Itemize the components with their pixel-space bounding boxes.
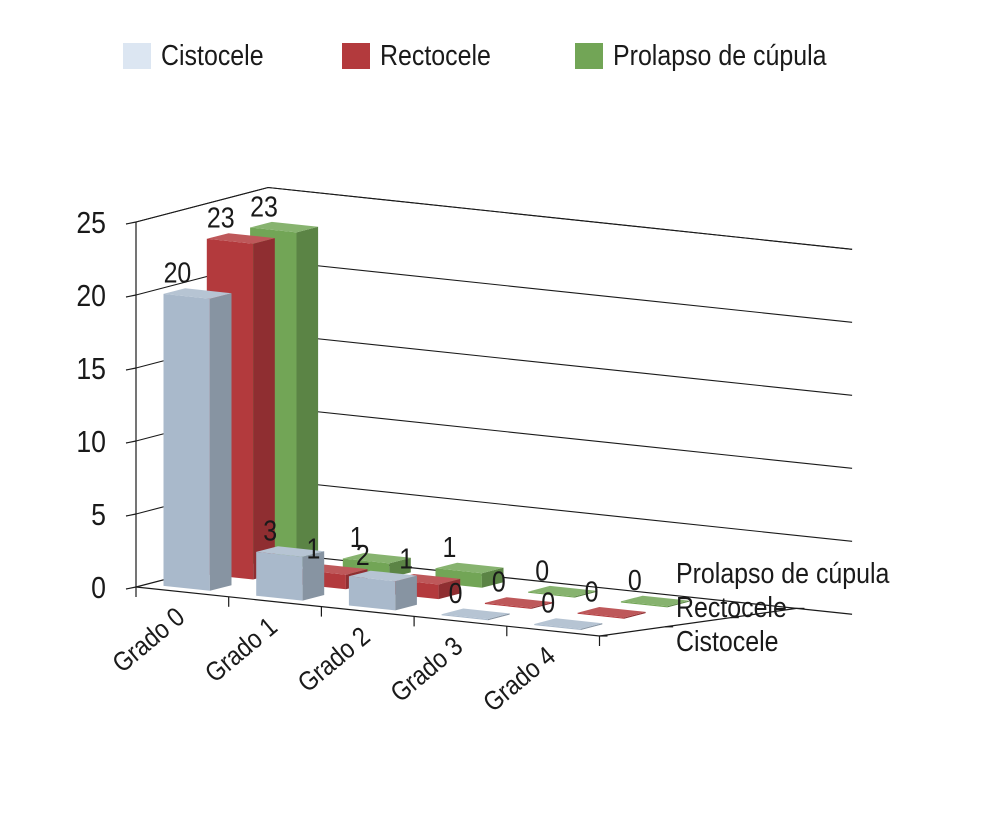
bar-side-face (389, 557, 411, 578)
value-tick-15 (125, 367, 137, 371)
data-label-s2-c1: 1 (350, 522, 364, 554)
bar-top-face (163, 288, 232, 299)
series-axis (599, 607, 797, 637)
bar-side-face (580, 623, 603, 630)
category-label-2: Grado 2 (292, 621, 376, 698)
bar-side-face (302, 551, 325, 601)
bar-side-face (667, 600, 689, 608)
legend-swatch-rectocele (342, 43, 370, 69)
bar-front-face (528, 591, 575, 598)
bar-side-face (481, 567, 504, 588)
bar-rectocele-4 (577, 607, 646, 619)
legend-label-prolapso: Prolapso de cúpula (613, 39, 827, 72)
data-label-s0-c2: 2 (356, 539, 370, 571)
legend-label-cistocele: Cistocele (161, 39, 264, 72)
bar-rectocele-3 (484, 597, 553, 609)
value-tick-label-15: 15 (76, 352, 106, 386)
series-axis-label-0: Prolapso de cúpula (676, 557, 890, 589)
bar-top-face (534, 618, 603, 629)
bar-top-face (342, 552, 411, 564)
data-label-s1-c4: 0 (585, 576, 599, 608)
category-label-1: Grado 1 (200, 612, 284, 689)
value-tick-5 (125, 513, 137, 517)
data-label-s0-c4: 0 (541, 587, 555, 619)
bar-top-face (484, 597, 553, 608)
bar-side-face (531, 602, 553, 609)
data-label-s1-c1: 1 (307, 533, 321, 565)
value-tick-label-10: 10 (76, 425, 106, 459)
bar-top-face (435, 562, 504, 574)
bar-cistocele-0 (163, 288, 232, 591)
data-label-s2-c4: 0 (628, 564, 642, 596)
bar-cistocele-2 (348, 570, 417, 611)
bar-cistocele-3 (441, 608, 510, 621)
value-tick-label-20: 20 (76, 279, 106, 313)
legend-item-prolapso: Prolapso de cúpula (575, 34, 861, 78)
bar-cistocele-1 (256, 546, 325, 601)
series-axis-label-2: Cistocele (676, 625, 779, 657)
bar-front-face (256, 551, 303, 601)
bar-front-face (577, 612, 624, 619)
bar-side-face (253, 238, 275, 580)
legend: Cistocele Rectocele Prolapso de cúpula (0, 34, 983, 78)
bar-front-face (534, 624, 581, 630)
bar-top-face (348, 570, 417, 582)
bar-front-face (441, 614, 488, 621)
legend-label-rectocele: Rectocele (380, 39, 491, 72)
legend-swatch-prolapso (575, 43, 603, 69)
bar-front-face (484, 602, 532, 609)
data-label-s1-c0: 23 (207, 202, 235, 234)
bar-side-face (296, 226, 319, 569)
value-tick-label-0: 0 (91, 571, 106, 605)
legend-item-cistocele: Cistocele (123, 34, 280, 78)
data-label-s1-c2: 1 (399, 543, 413, 575)
value-tick-label-25: 25 (76, 206, 106, 240)
bar-top-face (441, 608, 510, 620)
value-tick-25 (125, 221, 137, 225)
value-tick-0 (125, 586, 137, 590)
bar-cistocele-4 (534, 618, 603, 630)
category-label-3: Grado 3 (385, 631, 469, 708)
legend-swatch-cistocele (123, 43, 151, 69)
category-label-0: Grado 0 (107, 602, 191, 679)
bar-top-face (620, 595, 689, 607)
bar-side-face (438, 578, 461, 600)
bars (163, 221, 689, 630)
data-label-s0-c1: 3 (263, 515, 277, 547)
bar-top-face (577, 607, 646, 618)
bar-front-face (348, 576, 396, 611)
data-label-s0-c3: 0 (449, 577, 463, 609)
bar-side-face (395, 575, 417, 611)
bar-side-face (488, 613, 510, 621)
bar-front-face (620, 601, 668, 608)
category-label-4: Grado 4 (478, 641, 562, 718)
data-label-s0-c0: 20 (164, 257, 192, 289)
bar-top-face (256, 546, 325, 557)
bar-top-face (250, 221, 319, 233)
data-label-s2-c2: 1 (443, 531, 457, 563)
series-axis-label-1: Rectocele (676, 591, 787, 623)
data-label-s1-c3: 0 (492, 566, 506, 598)
data-label-s2-c0: 23 (250, 191, 278, 223)
gridline-top (135, 186, 853, 250)
bar-side-face (574, 590, 597, 598)
bar-side-face (624, 611, 646, 619)
data-label-s2-c3: 0 (535, 555, 549, 587)
legend-item-rectocele: Rectocele (342, 34, 509, 78)
bar-top-face (206, 233, 275, 244)
value-tick-10 (125, 440, 137, 444)
bar-side-face (209, 293, 232, 591)
bar-front-face (163, 293, 210, 591)
value-tick-20 (125, 294, 137, 298)
bar-top-face (528, 585, 597, 597)
bar-prolapso-de-cúpula-4 (620, 595, 689, 608)
bar-prolapso-de-cúpula-3 (528, 585, 597, 598)
category-axis (135, 586, 600, 637)
value-tick-label-5: 5 (91, 498, 106, 532)
